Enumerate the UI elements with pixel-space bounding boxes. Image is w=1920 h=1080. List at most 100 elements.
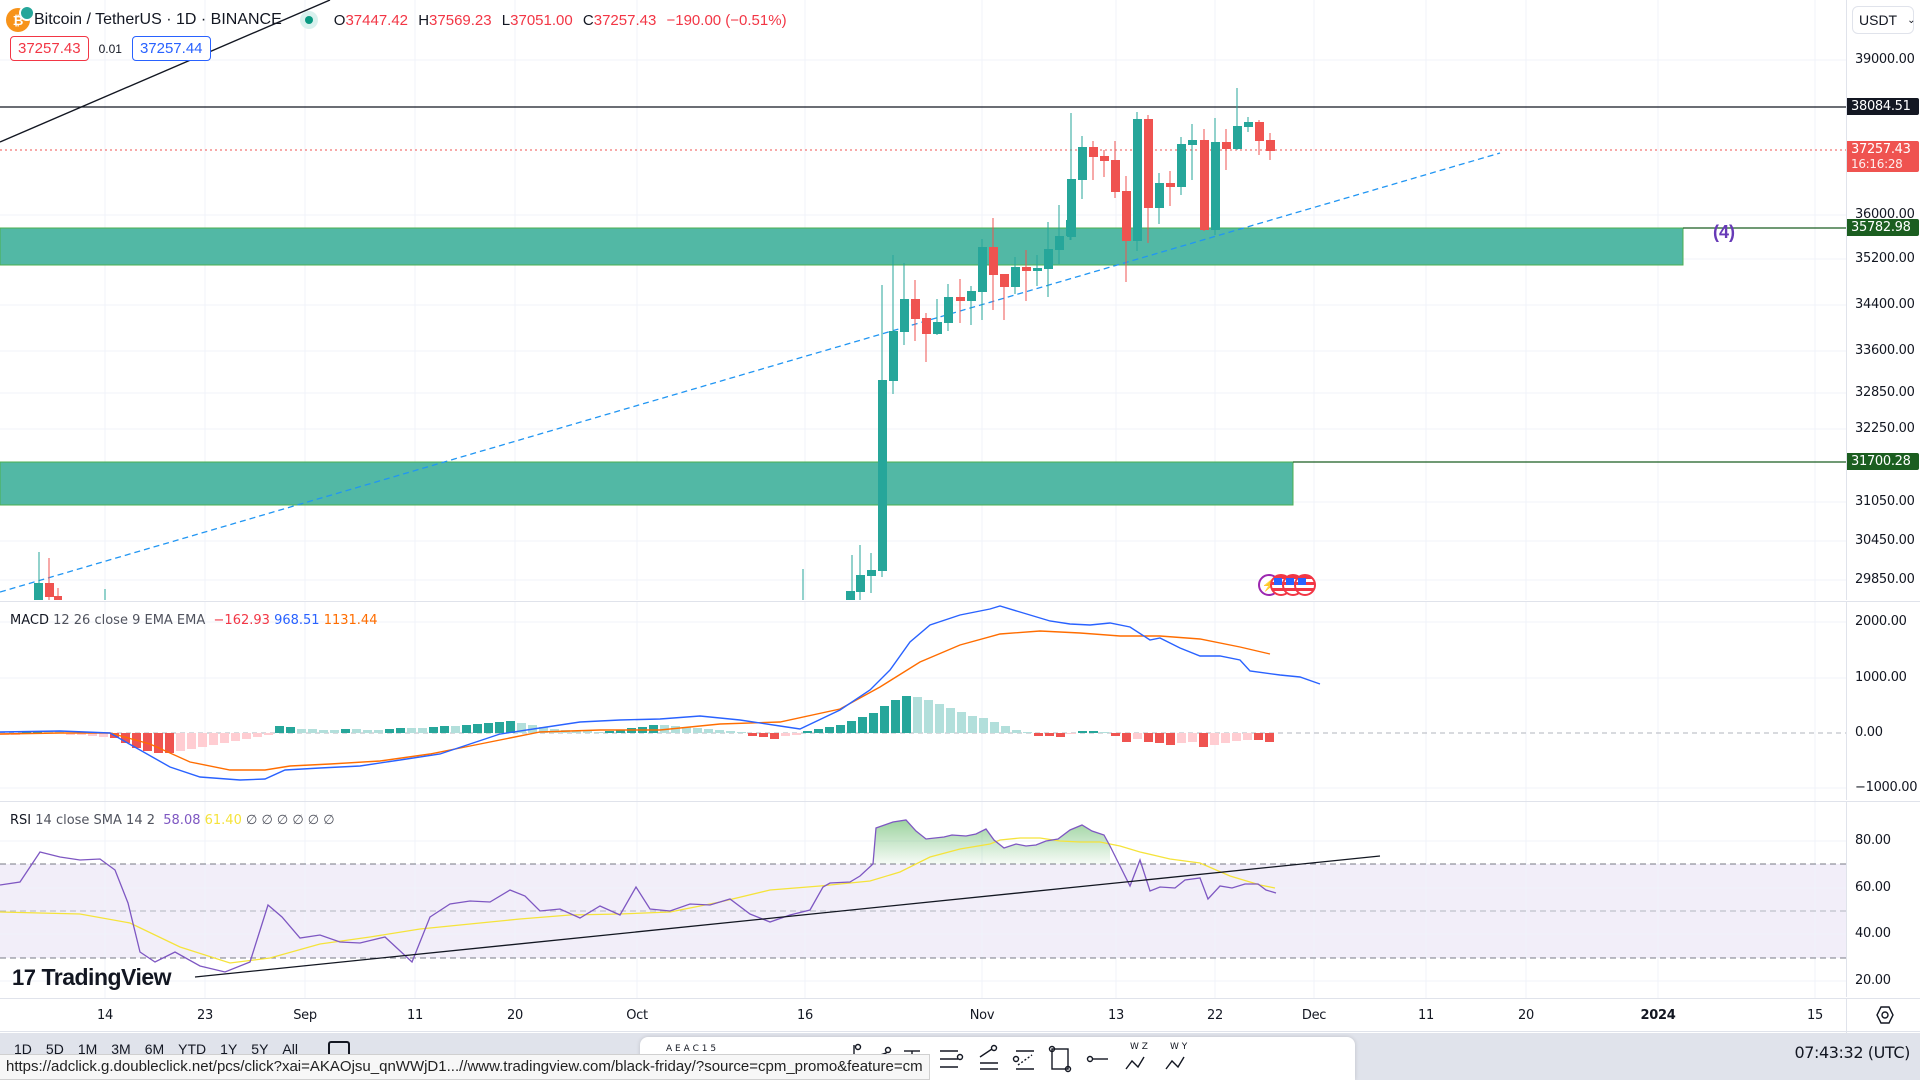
rsi-tick: 40.00 — [1855, 926, 1891, 941]
time-tick: Sep — [293, 1008, 317, 1023]
zone-top-price-label: 35782.98 — [1847, 219, 1919, 236]
rsi-line — [0, 819, 1277, 973]
macd-line-value: 968.51 — [274, 613, 320, 628]
trendline-blue-dashed — [0, 152, 1501, 593]
chart-settings-gear-icon[interactable] — [1874, 1004, 1896, 1026]
resistance-price-label: 38084.51 — [1847, 98, 1919, 115]
demand-zone-lower — [0, 461, 1294, 506]
time-tick: Dec — [1301, 1008, 1327, 1023]
macd-tick: −1000.00 — [1855, 780, 1918, 795]
price-tick: 36000.00 — [1855, 207, 1915, 222]
range-all[interactable]: All — [282, 1043, 298, 1057]
svg-text:W Y: W Y — [1170, 1042, 1188, 1052]
fib-retracement-icon — [940, 1050, 964, 1068]
rsi-na-values: ∅ ∅ ∅ ∅ ∅ ∅ — [245, 813, 335, 828]
range-ytd[interactable]: YTD — [178, 1043, 207, 1057]
pitchfork-icon — [979, 1044, 998, 1070]
range-5d[interactable]: 5D — [45, 1043, 64, 1057]
price-tick: 32250.00 — [1855, 421, 1915, 436]
tradingview-mark-icon: 17 — [12, 964, 36, 990]
buy-button[interactable]: 37257.44 — [131, 36, 211, 61]
time-tick: 15 — [1807, 1008, 1823, 1023]
rsi-chart-canvas[interactable] — [0, 802, 1846, 998]
svg-text:A E A C 1 5: A E A C 1 5 — [666, 1044, 716, 1054]
range-3m[interactable]: 3M — [111, 1043, 131, 1057]
time-tick: 16 — [797, 1008, 813, 1023]
rsi-tick: 80.00 — [1855, 833, 1891, 848]
range-6m[interactable]: 6M — [144, 1043, 165, 1057]
time-tick: 22 — [1207, 1008, 1223, 1023]
spread-value: 0.01 — [98, 41, 122, 56]
tradingview-logo[interactable]: 17 TradingView — [12, 964, 172, 990]
time-tick: 14 — [97, 1008, 113, 1023]
macd-line — [0, 605, 1321, 781]
parallel-channel-icon — [1012, 1050, 1034, 1070]
utc-clock[interactable]: 07:43:32 (UTC) — [1794, 1043, 1910, 1062]
macd-axis[interactable]: 2000.00 1000.00 0.00 −1000.00 — [1846, 601, 1920, 800]
macd-tick: 0.00 — [1855, 725, 1883, 740]
economic-events: ⚡ — [1258, 574, 1316, 596]
browser-status-url: https://adclick.g.doubleclick.net/pcs/cl… — [0, 1054, 930, 1080]
rsi-tick: 20.00 — [1855, 973, 1891, 988]
rsi-trendline — [194, 855, 1381, 978]
macd-legend[interactable]: MACD 12 26 close 9 EMA EMA −162.93 968.5… — [10, 613, 378, 628]
elliott-wave-label[interactable]: (4) — [1713, 222, 1735, 242]
rsi-sma-value: 61.40 — [204, 813, 242, 828]
abcd-pattern-icon: W Y — [1165, 1042, 1188, 1070]
symbol-title[interactable]: Bitcoin / TetherUS · 1D · BINANCE — [34, 11, 282, 28]
time-tick: 11 — [1418, 1008, 1434, 1023]
time-tick-year: 2024 — [1640, 1008, 1676, 1023]
macd-signal-value: 1131.44 — [323, 613, 378, 628]
rsi-axis[interactable]: 80.00 60.00 40.00 20.00 — [1846, 801, 1920, 997]
time-tick: 20 — [507, 1008, 523, 1023]
signal-line — [0, 630, 1271, 771]
rectangle-tool-icon — [1048, 1045, 1072, 1073]
currency-dropdown[interactable]: USDT ⌄ — [1852, 6, 1916, 34]
price-tick: 31050.00 — [1855, 494, 1915, 509]
bitcoin-icon: ₿ — [6, 5, 35, 32]
macd-tick: 1000.00 — [1855, 670, 1907, 685]
ohlc-values: O37447.42 H37569.23 L37051.00 C37257.43 … — [333, 11, 787, 29]
chevron-down-icon: ⌄ — [1907, 14, 1916, 26]
symbol-header: ₿ Bitcoin / TetherUS · 1D · BINANCE O374… — [0, 0, 793, 40]
macd-chart-canvas[interactable] — [0, 602, 1846, 801]
bar-countdown: 16:16:28 — [1851, 157, 1903, 171]
rsi-pane[interactable]: RSI 14 close SMA 14 2 58.08 61.40 ∅ ∅ ∅ … — [0, 801, 1846, 998]
time-tick: 23 — [197, 1008, 213, 1023]
market-open-status-icon[interactable] — [299, 11, 318, 29]
time-tick: Nov — [969, 1008, 995, 1023]
price-tick: 33600.00 — [1855, 343, 1915, 358]
sell-button[interactable]: 37257.43 — [10, 36, 89, 61]
price-tick: 32850.00 — [1855, 385, 1915, 400]
price-tick: 29850.00 — [1855, 572, 1915, 587]
macd-pane[interactable]: MACD 12 26 close 9 EMA EMA −162.93 968.5… — [0, 601, 1846, 801]
drawing-tools: A E A C 1 5 W Z W Y — [666, 1042, 1188, 1077]
price-axis[interactable]: 39000.00 36000.00 35200.00 34400.00 3360… — [1846, 0, 1920, 600]
supply-zone-upper — [0, 227, 1684, 266]
price-pane[interactable]: ₿ Bitcoin / TetherUS · 1D · BINANCE O374… — [0, 0, 1846, 600]
macd-histogram-value: −162.93 — [213, 613, 270, 628]
range-1y[interactable]: 1Y — [220, 1043, 238, 1057]
price-change: −190.00 (−0.51%) — [666, 11, 787, 29]
time-axis[interactable]: 14 23 Sep 11 20 Oct 16 Nov 13 22 Dec 11 … — [0, 998, 1920, 1033]
range-5y[interactable]: 5Y — [251, 1043, 269, 1057]
time-tick: 11 — [407, 1008, 423, 1023]
rsi-value: 58.08 — [163, 813, 201, 828]
price-tick: 34400.00 — [1855, 297, 1915, 312]
trade-buttons: 37257.43 0.01 37257.44 — [10, 36, 211, 61]
range-1d[interactable]: 1D — [14, 1043, 32, 1057]
range-1m[interactable]: 1M — [77, 1043, 98, 1057]
price-chart-canvas[interactable] — [0, 0, 1846, 600]
time-tick: 20 — [1518, 1008, 1534, 1023]
xabcd-pattern-icon: W Z — [1125, 1042, 1148, 1070]
rsi-legend[interactable]: RSI 14 close SMA 14 2 58.08 61.40 ∅ ∅ ∅ … — [10, 813, 335, 828]
calendar-icon[interactable] — [328, 1041, 350, 1057]
price-tick: 30450.00 — [1855, 533, 1915, 548]
rsi-tick: 60.00 — [1855, 880, 1891, 895]
us-flag-event-icon[interactable] — [1294, 574, 1316, 596]
zone-low-price-label: 31700.28 — [1847, 453, 1919, 470]
macd-tick: 2000.00 — [1855, 614, 1907, 629]
candles — [34, 88, 1275, 600]
time-tick: Oct — [626, 1008, 648, 1023]
